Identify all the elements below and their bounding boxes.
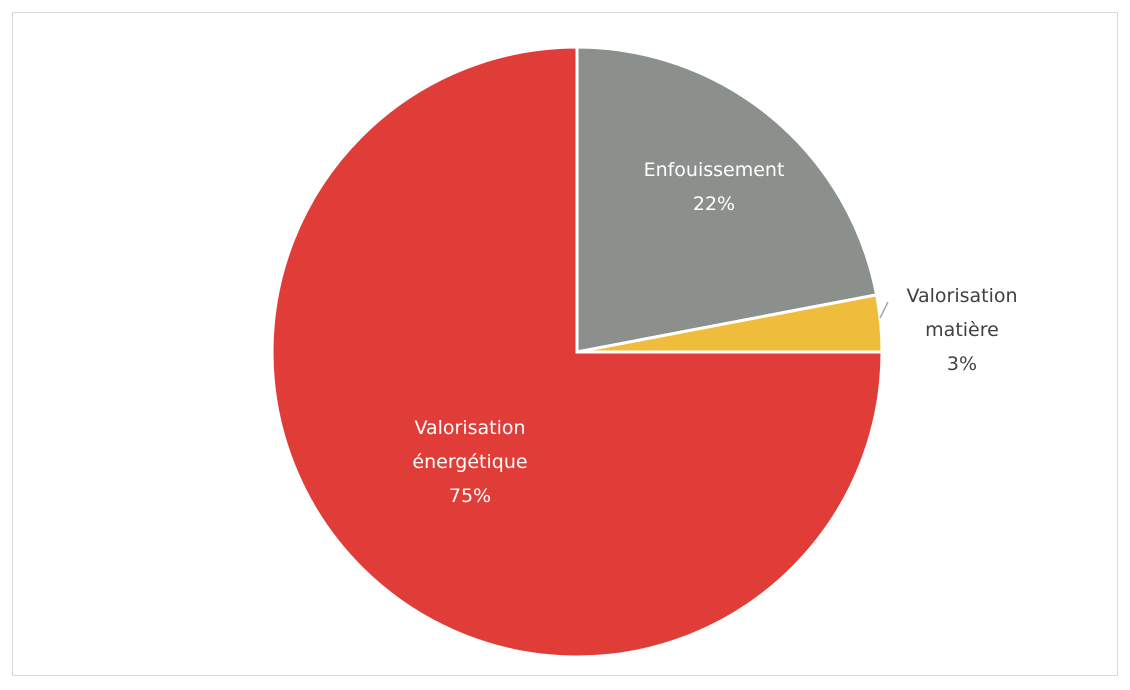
chart-frame (12, 12, 1118, 676)
slice-label: Valorisation énergétique 75% (400, 411, 540, 513)
pie-slice (575, 45, 879, 354)
leader-line (879, 301, 889, 319)
value-label: 3% (946, 353, 978, 375)
value-label: 75% (448, 485, 492, 507)
pie-slice (270, 45, 884, 659)
slice-label: Valorisation matière 3% (892, 279, 1032, 381)
slice-label: Enfouissement 22% (614, 153, 814, 221)
category-label: Valorisation matière (906, 285, 1018, 341)
category-label: Valorisation énergétique (412, 417, 528, 473)
value-label: 22% (692, 193, 736, 215)
category-label: Enfouissement (643, 159, 785, 181)
